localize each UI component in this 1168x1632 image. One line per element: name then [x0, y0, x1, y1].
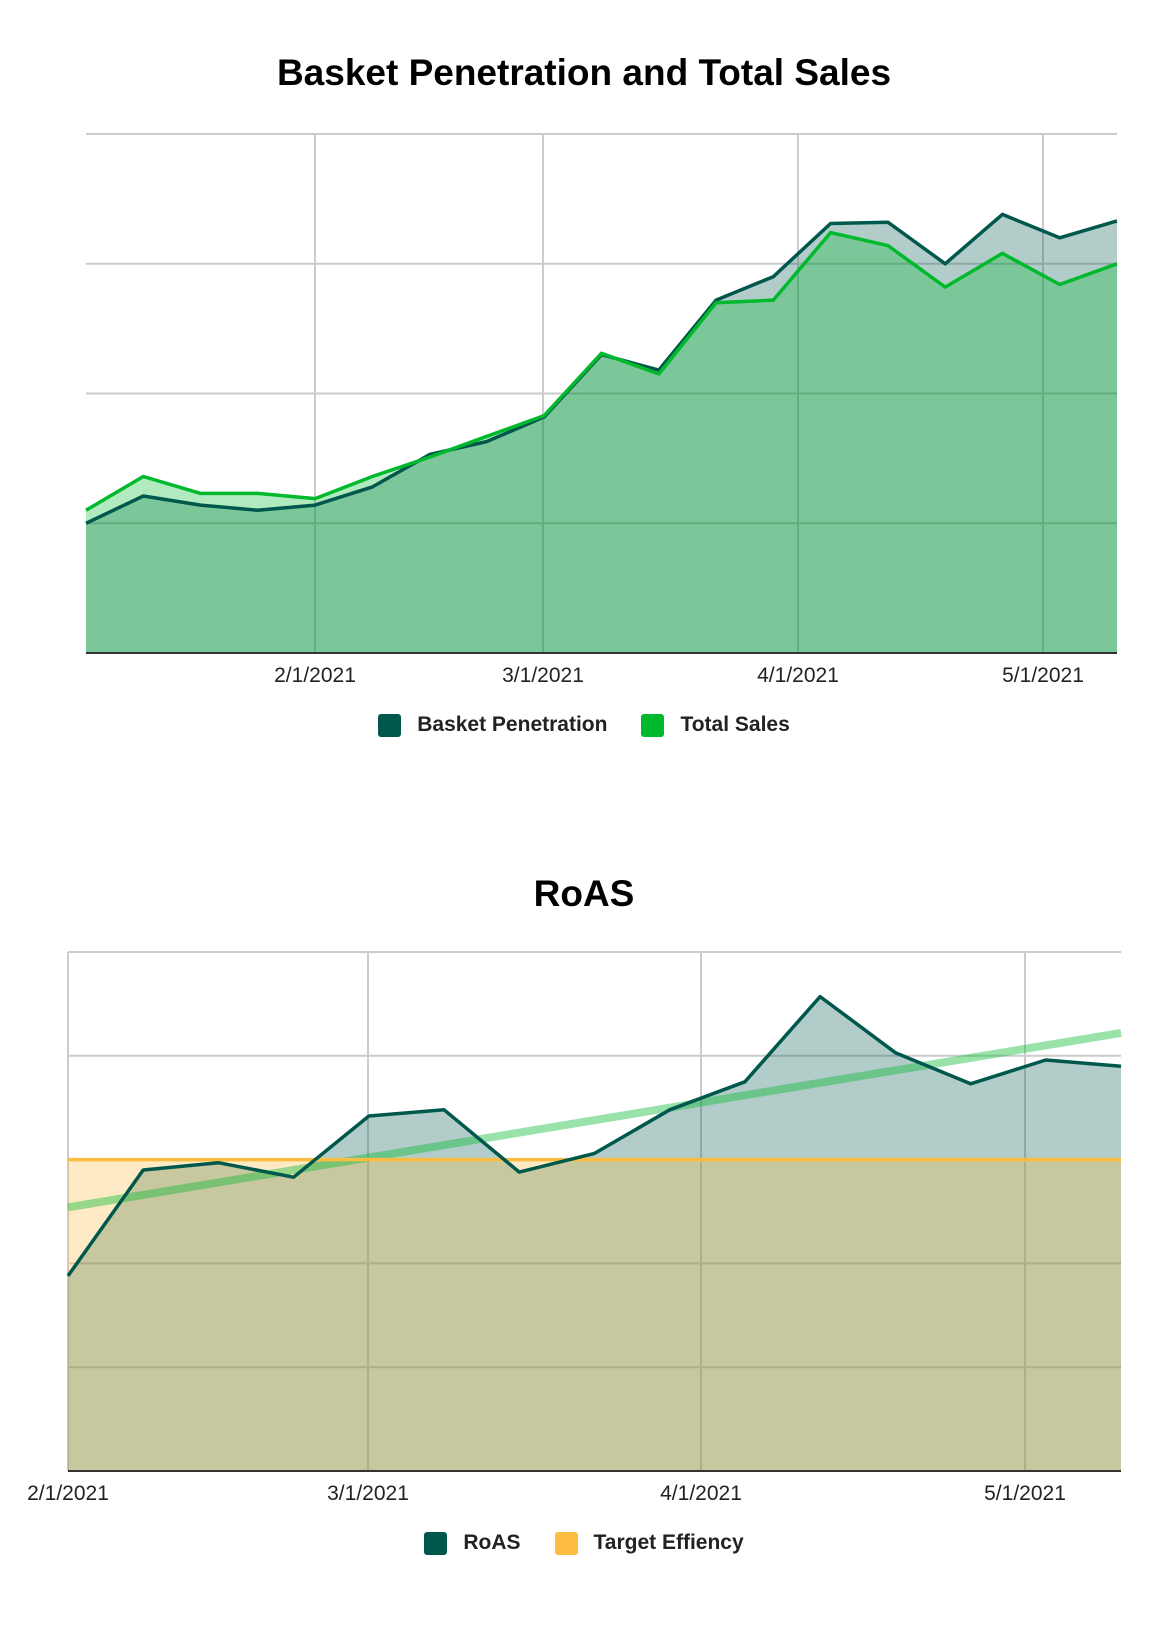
legend-label: Target Effiency	[593, 1531, 744, 1554]
legend-roas: RoAS Target Effiency	[0, 1531, 1168, 1555]
x-tick-label: 3/1/2021	[327, 1482, 409, 1505]
legend-item-target-effiency[interactable]: Target Effiency	[554, 1531, 744, 1555]
legend-item-total-sales[interactable]: Total Sales	[641, 713, 790, 737]
x-tick-label: 2/1/2021	[27, 1482, 109, 1505]
legend-label: Basket Penetration	[417, 713, 608, 736]
x-tick-label: 4/1/2021	[757, 664, 839, 687]
legend-label: Total Sales	[680, 713, 790, 736]
legend-basket: Basket Penetration Total Sales	[0, 713, 1168, 737]
x-tick-label: 5/1/2021	[984, 1482, 1066, 1505]
chart-title-roas: RoAS	[533, 873, 635, 914]
basket-penetration-chart-plot	[85, 133, 1118, 654]
x-tick-label: 5/1/2021	[1002, 664, 1084, 687]
legend-label: RoAS	[463, 1531, 521, 1554]
x-tick-label: 4/1/2021	[660, 1482, 742, 1505]
x-tick-label: 2/1/2021	[274, 664, 356, 687]
legend-swatch-icon	[378, 713, 402, 737]
legend-item-basket-penetration[interactable]: Basket Penetration	[378, 713, 607, 737]
legend-swatch-icon	[554, 1531, 578, 1555]
chart-title-basket: Basket Penetration and Total Sales	[276, 52, 892, 93]
x-tick-label: 3/1/2021	[502, 664, 584, 687]
legend-swatch-icon	[641, 713, 665, 737]
legend-swatch-icon	[424, 1531, 448, 1555]
legend-item-roas[interactable]: RoAS	[424, 1531, 521, 1555]
